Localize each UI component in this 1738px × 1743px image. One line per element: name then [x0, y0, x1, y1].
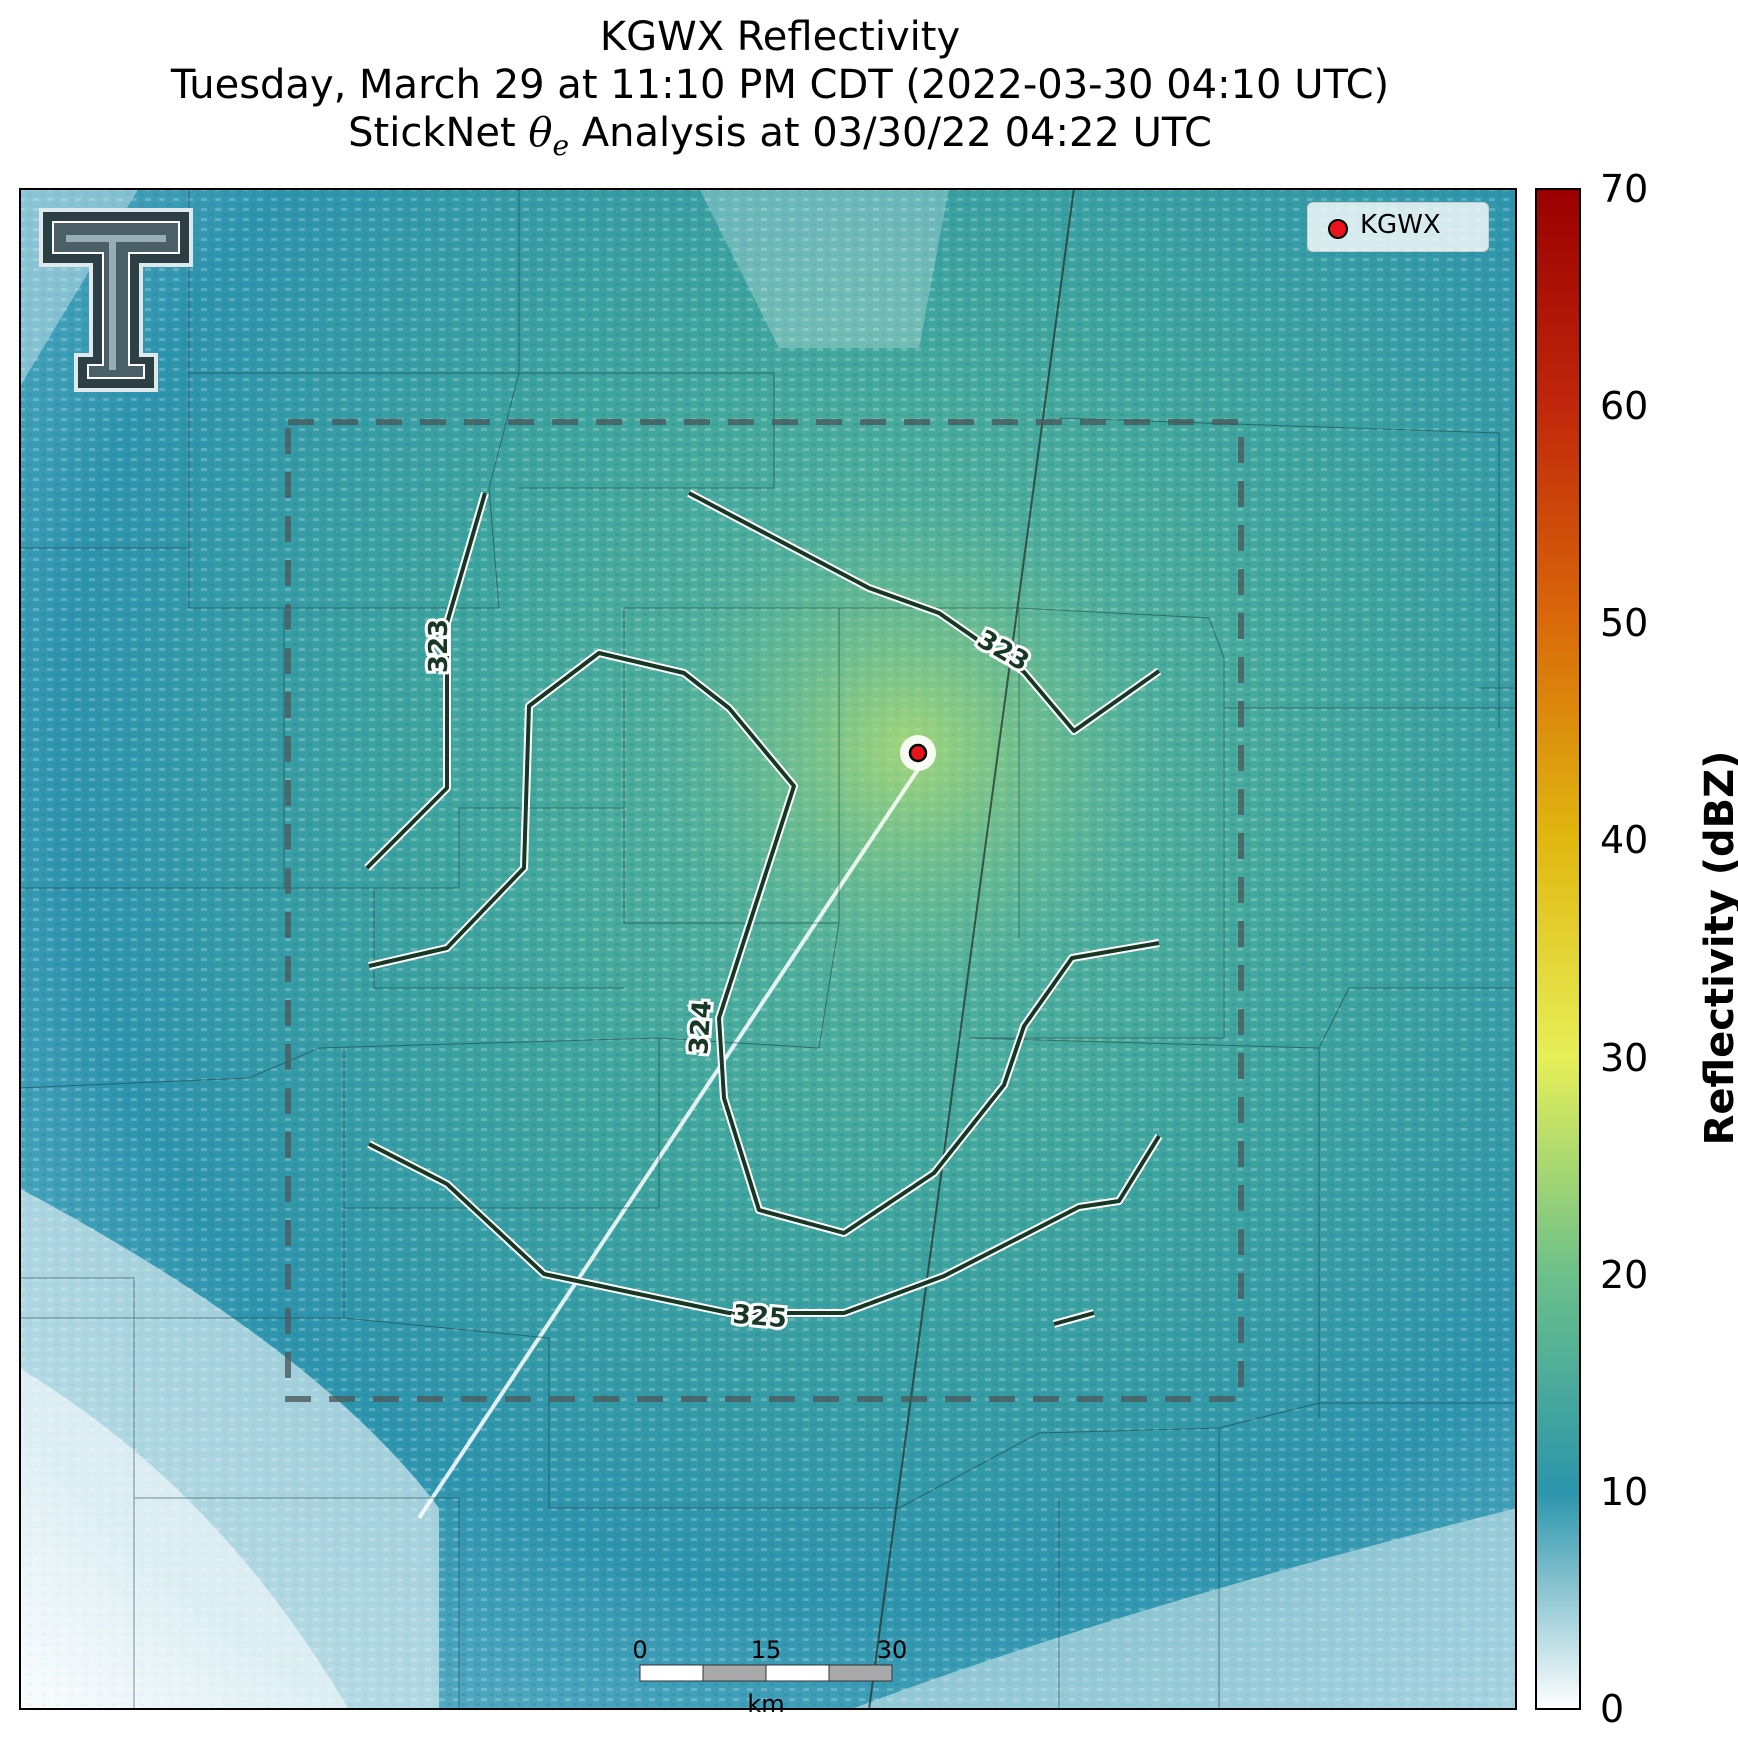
- colorbar-tick-label: 0: [1600, 1687, 1625, 1731]
- title-line-1: KGWX Reflectivity: [0, 14, 1560, 60]
- low-reflectivity-region-sw-inner: [19, 1368, 349, 1710]
- colorbar-tick-label: 60: [1600, 384, 1649, 429]
- legend-label: KGWX: [1360, 210, 1441, 240]
- scalebar-tick-15: 15: [750, 1636, 782, 1664]
- radar-map: 323 323 324 325: [19, 188, 1517, 1710]
- radar-site-marker: [908, 743, 928, 763]
- contour-325: [368, 1134, 1161, 1315]
- title-line-2: Tuesday, March 29 at 11:10 PM CDT (2022-…: [0, 62, 1560, 108]
- contour-label-323-west: 323: [424, 619, 454, 673]
- title-analysis-suffix: Analysis at 03/30/22 04:22 UTC: [569, 110, 1212, 156]
- texas-tech-logo: [39, 208, 193, 392]
- contour-fragment: [1053, 1311, 1095, 1326]
- low-reflectivity-region-n: [699, 188, 949, 348]
- theta-subscript: e: [552, 129, 570, 162]
- colorbar-tick-label: 50: [1600, 601, 1649, 646]
- colorbar-tick-label: 30: [1600, 1035, 1649, 1080]
- title-text: KGWX Reflectivity: [599, 14, 961, 60]
- contour-323-west: [365, 492, 487, 870]
- colorbar-tick-label: 20: [1600, 1252, 1649, 1297]
- county-boundaries: [19, 188, 1517, 1710]
- colorbar-tick-label: 40: [1600, 818, 1649, 863]
- colorbar-body: [1535, 188, 1581, 1710]
- theta-symbol: θ: [528, 110, 553, 156]
- scalebar-unit: km: [747, 1690, 785, 1718]
- theta-e-contours: [364, 489, 1163, 1328]
- highway-line: [868, 188, 1075, 1710]
- colorbar: [1535, 188, 1581, 1710]
- title-analysis-prefix: StickNet: [348, 110, 529, 156]
- colorbar-tickmarks: [1579, 188, 1581, 1710]
- title-line-3: StickNet θe Analysis at 03/30/22 04:22 U…: [0, 110, 1560, 169]
- contour-label-325: 325: [731, 1300, 788, 1335]
- legend-radar-marker: [1328, 219, 1348, 239]
- low-reflectivity-region-se: [849, 1508, 1517, 1710]
- colorbar-tick-label: 10: [1600, 1469, 1649, 1514]
- scalebar-tick-30: 30: [876, 1636, 908, 1664]
- scale-bar: [639, 1664, 893, 1682]
- map-legend: KGWX: [1307, 202, 1489, 252]
- colorbar-tick-label: 70: [1600, 167, 1649, 211]
- radar-beam-artifact: [417, 751, 931, 1520]
- contour-323-north: [688, 491, 1161, 733]
- title-date-text: Tuesday, March 29 at 11:10 PM CDT (2022-…: [170, 62, 1390, 108]
- contour-label-324: 324: [684, 999, 718, 1055]
- colorbar-label: Reflectivity (dBZ): [1697, 750, 1738, 1146]
- contour-324: [368, 651, 1160, 1235]
- map-frame: [19, 188, 1517, 1710]
- scalebar-tick-0: 0: [632, 1636, 648, 1664]
